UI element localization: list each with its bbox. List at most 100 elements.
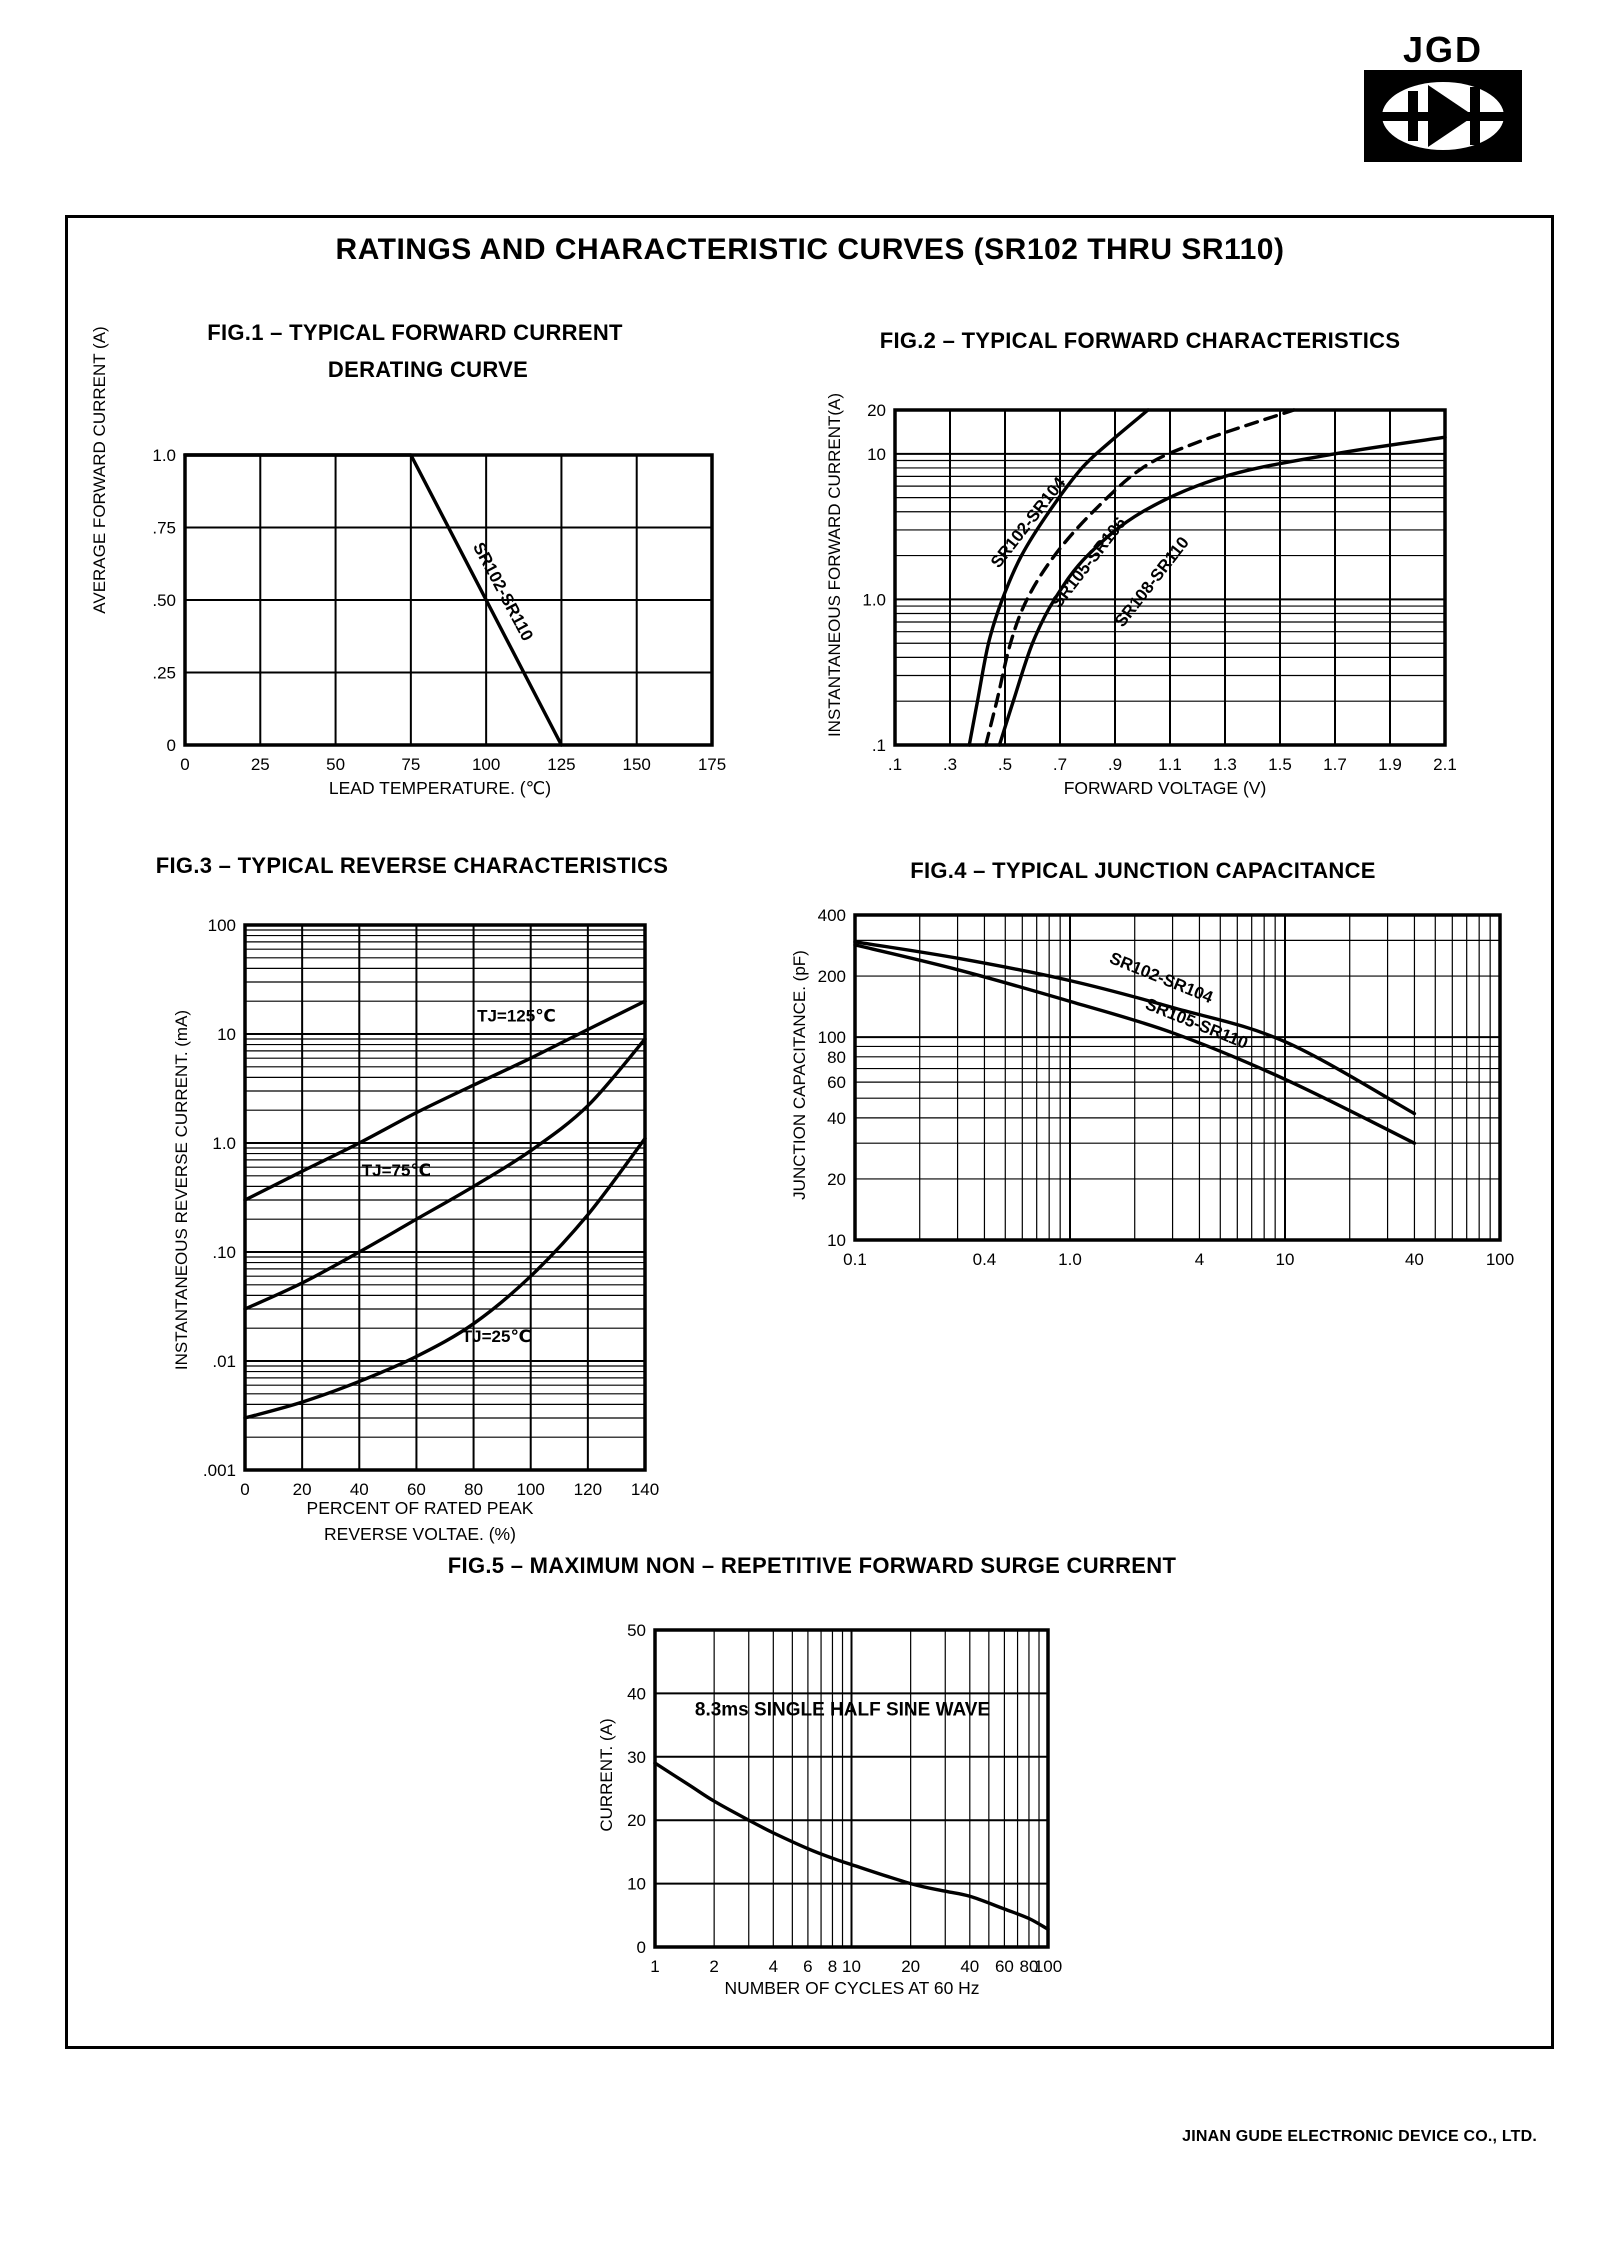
y-tick-label: 50	[627, 1621, 646, 1640]
fig1-x-axis-label: LEAD TEMPERATURE. (℃)	[328, 778, 552, 798]
x-tick-label: 10	[842, 1957, 861, 1976]
plot-border	[653, 1628, 1050, 1949]
y-tick-label: 60	[827, 1073, 846, 1092]
x-tick-label: .7	[1053, 755, 1067, 774]
y-tick-label: 0	[167, 736, 176, 755]
x-tick-label: 1.9	[1378, 755, 1402, 774]
plot-border	[183, 453, 714, 747]
fig3-title: FIG.3 – TYPICAL REVERSE CHARACTERISTICS	[155, 853, 669, 878]
x-tick-label: 1.0	[1058, 1250, 1082, 1269]
x-tick-label: 4	[769, 1957, 778, 1976]
x-tick-label: .1	[888, 755, 902, 774]
curve-TJ-125C	[243, 999, 647, 1202]
jgd-logo: JGD	[1362, 30, 1524, 167]
x-tick-label: 60	[995, 1957, 1014, 1976]
x-tick-label: 6	[803, 1957, 812, 1976]
x-tick-label: 0	[240, 1480, 249, 1499]
fig4-plot: 0.1 0.4 1.0 4 10 40 1004002001008060402010SR10…	[818, 906, 1515, 1269]
curve-label: SR108-SR110	[1111, 533, 1193, 630]
x-tick-label: 0.4	[973, 1250, 997, 1269]
y-tick-label: 400	[818, 906, 846, 925]
x-tick-label: 100	[1034, 1957, 1062, 1976]
fig1-plot: 0 25 50 75 100 125 150 175 1.0 .75 .50 .25 0 SR102-SR…	[152, 446, 726, 774]
x-tick-label: 75	[401, 755, 420, 774]
x-tick-label: 0	[180, 755, 189, 774]
curve-SR102-SR104	[853, 940, 1417, 1116]
fig5-title: FIG.5 – MAXIMUM NON – REPETITIVE FORWARD…	[447, 1553, 1177, 1578]
x-tick-label: 125	[547, 755, 575, 774]
y-tick-label: 40	[627, 1684, 646, 1703]
x-tick-label: .3	[943, 755, 957, 774]
y-tick-label: 80	[827, 1048, 846, 1067]
y-tick-label: 200	[818, 967, 846, 986]
fig3-x-axis-label-line2: REVERSE VOLTAE. (%)	[324, 1524, 516, 1544]
x-tick-label: 100	[517, 1480, 545, 1499]
fig2-title: FIG.2 – TYPICAL FORWARD CHARACTERISTICS	[879, 328, 1401, 353]
x-tick-label: .9	[1108, 755, 1122, 774]
y-tick-label: .50	[152, 591, 176, 610]
fig4-title: FIG.4 – TYPICAL JUNCTION CAPACITANCE	[910, 858, 1376, 883]
x-tick-label: 175	[698, 755, 726, 774]
y-tick-label: 10	[867, 445, 886, 464]
x-tick-label: 20	[901, 1957, 920, 1976]
y-tick-label: .25	[152, 664, 176, 683]
curve-surge-current	[653, 1761, 1050, 1931]
page-border	[65, 215, 1554, 2049]
curve-label: TJ=125℃	[477, 1007, 556, 1026]
plot-border	[853, 913, 1502, 1242]
x-tick-label: 40	[1405, 1250, 1424, 1269]
y-tick-label: 20	[627, 1811, 646, 1830]
fig1-title-line2: DERATING CURVE	[327, 357, 529, 382]
x-tick-label: 2.1	[1433, 755, 1457, 774]
y-tick-label: 10	[627, 1875, 646, 1894]
fig5-x-axis-label: NUMBER OF CYCLES AT 60 Hz	[724, 1978, 980, 1998]
curve-label: SR102-SR110	[469, 539, 537, 644]
curve-TJ-25C	[243, 1136, 647, 1420]
plot-border	[243, 923, 647, 1472]
y-tick-label: .75	[152, 519, 176, 538]
curve-SR102-SR110	[183, 453, 564, 747]
x-tick-label: 1.5	[1268, 755, 1292, 774]
diode-icon	[1364, 69, 1522, 162]
curve-SR105-SR106	[984, 408, 1296, 747]
x-tick-label: 25	[251, 755, 270, 774]
x-tick-label: 10	[1276, 1250, 1295, 1269]
y-tick-label: 1.0	[152, 446, 176, 465]
fig3-plot: 0 20 40 60 80 100 120 140 100 10 1.0 .10 .01 .001 TJ=1…	[203, 916, 659, 1499]
y-tick-label: 10	[217, 1025, 236, 1044]
x-tick-label: 80	[1019, 1957, 1038, 1976]
y-tick-label: 1.0	[212, 1134, 236, 1153]
x-tick-label: 8	[828, 1957, 837, 1976]
fig3-x-axis-label: PERCENT OF RATED PEAK	[306, 1498, 534, 1518]
x-tick-label: 120	[574, 1480, 602, 1499]
curve-TJ-75C	[243, 1037, 647, 1311]
x-tick-label: 40	[350, 1480, 369, 1499]
company-name: JINAN GUDE ELECTRONIC DEVICE CO., LTD.	[1182, 2128, 1537, 2145]
y-tick-label: 20	[867, 401, 886, 420]
y-tick-label: .1	[872, 736, 886, 755]
x-tick-label: 40	[960, 1957, 979, 1976]
y-tick-label: 1.0	[862, 590, 886, 609]
x-tick-label: 100	[1486, 1250, 1514, 1269]
y-tick-label: 100	[208, 916, 236, 935]
curve-label: 8.3ms SINGLE HALF SINE WAVE	[695, 1700, 990, 1721]
fig2-plot: .1 .3 .5 .7 .9 1.1 1.3 1.5 1.7 1.9 2.1 20 10 1.0 .1 SR1…	[862, 401, 1456, 774]
x-tick-label: 0.1	[843, 1250, 867, 1269]
y-tick-label: 40	[827, 1109, 846, 1128]
x-tick-label: 60	[407, 1480, 426, 1499]
x-tick-label: 20	[293, 1480, 312, 1499]
fig1-title: FIG.1 – TYPICAL FORWARD CURRENT	[207, 320, 623, 345]
curve-SR105-SR110	[853, 943, 1417, 1145]
x-tick-label: 1.7	[1323, 755, 1347, 774]
y-tick-label: 20	[827, 1170, 846, 1189]
x-tick-label: 4	[1195, 1250, 1204, 1269]
y-tick-label: 30	[627, 1748, 646, 1767]
y-tick-label: 0	[637, 1938, 646, 1957]
x-tick-label: 2	[709, 1957, 718, 1976]
x-tick-label: 140	[631, 1480, 659, 1499]
y-tick-label: 10	[827, 1231, 846, 1250]
page-title: RATINGS AND CHARACTERISTIC CURVES (SR102…	[335, 233, 1285, 266]
